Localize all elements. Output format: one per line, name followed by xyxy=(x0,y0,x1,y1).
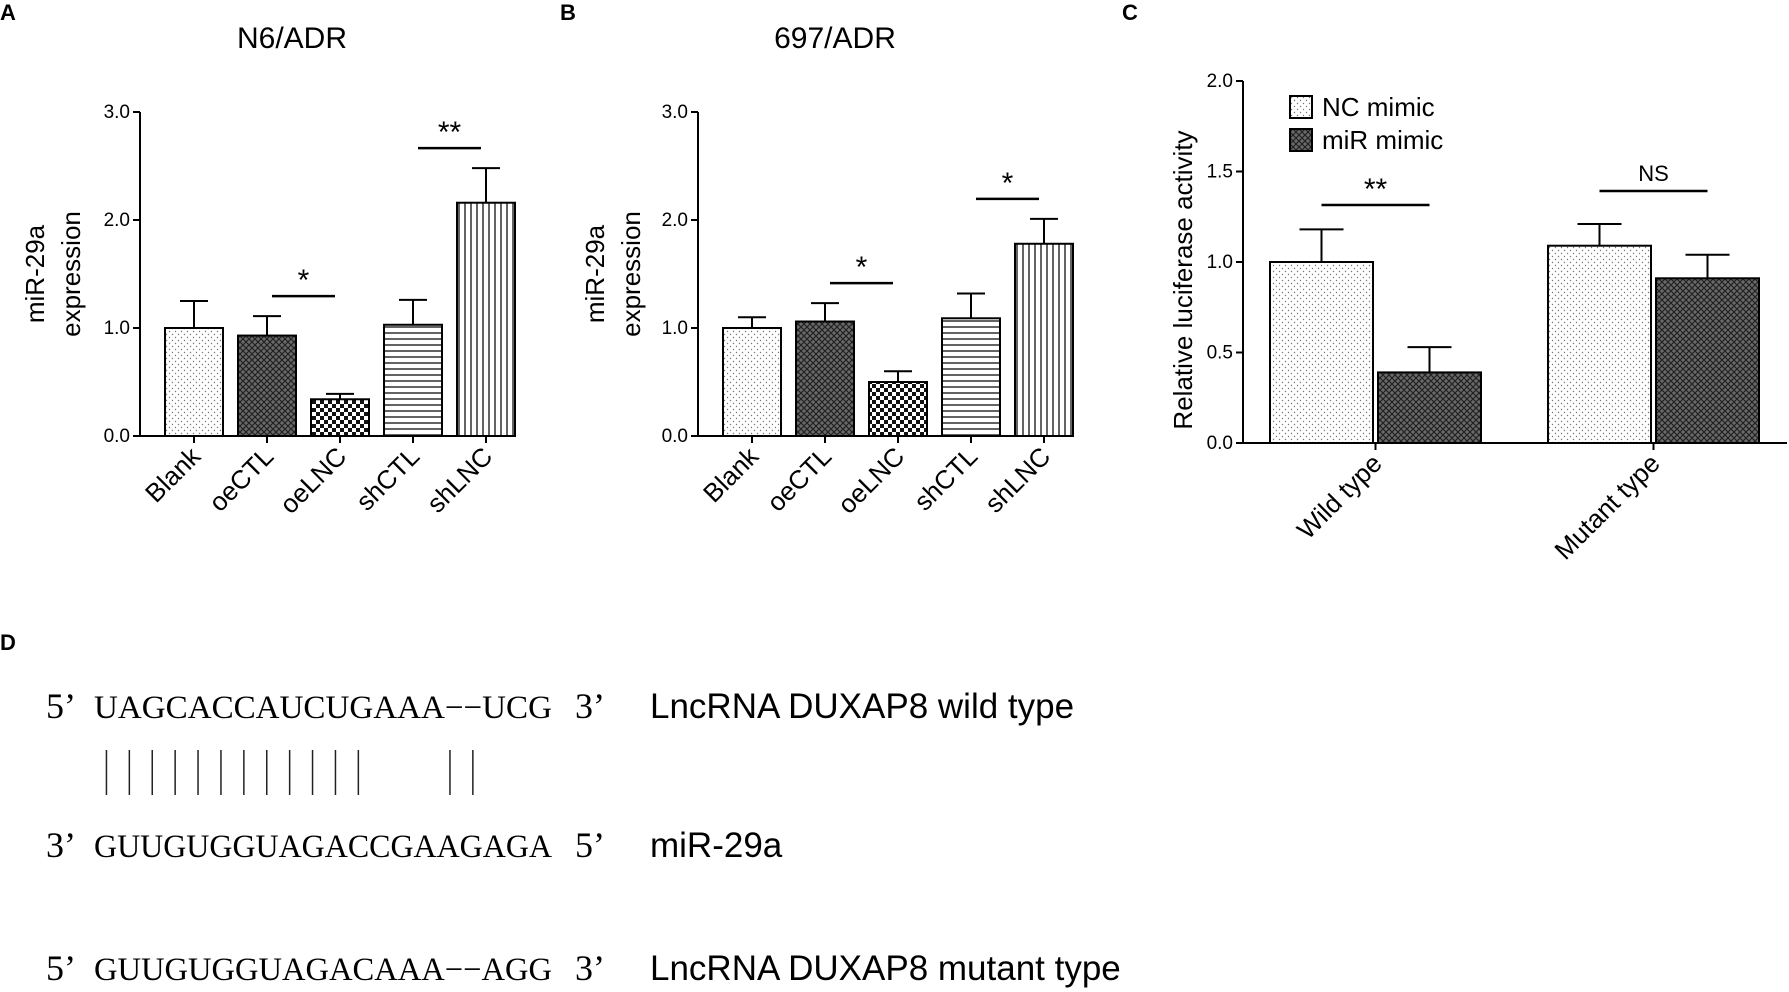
bar xyxy=(795,320,855,437)
seq1-prime-right: 3’ xyxy=(575,686,605,726)
panel-label-a: A xyxy=(0,0,16,25)
chart-title: N6/ADR xyxy=(237,22,347,55)
seq1-label: LncRNA DUXAP8 wild type xyxy=(650,687,1074,726)
base-pair-ticks xyxy=(105,750,474,795)
bar xyxy=(722,327,782,437)
y-tick-label: 0.0 xyxy=(1207,433,1233,454)
y-axis-label: Relative luciferase activity xyxy=(1168,130,1198,429)
y-tick-label: 0.0 xyxy=(104,426,130,447)
legend-swatch xyxy=(1289,95,1313,119)
y-tick-label: 0.0 xyxy=(662,426,688,447)
x-tick-label: shLNC xyxy=(979,441,1056,518)
seq2-prime-right: 5’ xyxy=(575,825,605,865)
x-tick-label: oeLNC xyxy=(274,441,352,519)
legend-label: NC mimic xyxy=(1322,92,1435,122)
y-axis-label-line2: expression xyxy=(56,211,86,337)
seq2-sequence: GUUGUGGUAGACCGAAGAGA xyxy=(94,829,552,865)
x-tick-label: oeCTL xyxy=(203,441,279,517)
bar xyxy=(1655,277,1760,445)
seq3-label: LncRNA DUXAP8 mutant type xyxy=(650,949,1121,988)
bar xyxy=(456,201,516,437)
significance-label: * xyxy=(1002,167,1014,200)
bar xyxy=(1377,371,1482,444)
sequence-alignment: 5’ UAGCACCAUCUGAAA−−UCG 3’ LncRNA DUXAP8… xyxy=(46,686,1121,988)
seq1-sequence: UAGCACCAUCUGAAA−−UCG xyxy=(94,690,552,726)
y-axis-label: miR-29a xyxy=(20,224,50,323)
bar xyxy=(310,398,370,437)
seq2-prime-left: 3’ xyxy=(46,825,76,865)
panel-label-c: C xyxy=(1122,0,1138,25)
y-tick-label: 1.5 xyxy=(1207,162,1233,183)
y-tick-label: 2.0 xyxy=(662,210,688,231)
y-tick-label: 1.0 xyxy=(104,318,130,339)
significance-label: ** xyxy=(1364,173,1388,206)
panel-label-d: D xyxy=(0,630,16,655)
y-axis-label-line2: expression xyxy=(616,211,646,337)
x-tick-label: Wild type xyxy=(1291,448,1388,545)
x-tick-label: oeCTL xyxy=(761,441,837,517)
bar xyxy=(868,381,928,437)
seq2-label: miR-29a xyxy=(650,826,783,865)
seq1-prime-left: 5’ xyxy=(46,686,76,726)
x-tick-label: shCTL xyxy=(908,441,983,516)
y-tick-label: 3.0 xyxy=(104,102,130,123)
x-tick-label: shCTL xyxy=(350,441,425,516)
bar xyxy=(383,323,443,438)
seq3-sequence: GUUGUGGUAGACAAA−−AGG xyxy=(94,952,552,988)
seq3-prime-left: 5’ xyxy=(46,948,76,988)
y-tick-label: 3.0 xyxy=(662,102,688,123)
y-tick-label: 0.5 xyxy=(1207,343,1233,364)
bar xyxy=(941,317,1001,437)
legend-label: miR mimic xyxy=(1322,125,1443,155)
significance-label: * xyxy=(298,264,310,297)
chart-c: Relative luciferase activity 0.0 0.5 1.0 1.5… xyxy=(1168,71,1787,565)
bar xyxy=(164,327,224,437)
y-tick-label: 1.0 xyxy=(662,318,688,339)
x-tick-label: Blank xyxy=(697,440,765,508)
legend-swatch xyxy=(1289,128,1313,152)
x-tick-label: shLNC xyxy=(421,441,498,518)
y-tick-label: 2.0 xyxy=(104,210,130,231)
x-tick-label: Blank xyxy=(139,440,207,508)
bar xyxy=(1269,261,1374,444)
significance-label: ** xyxy=(438,116,462,149)
chart-a: N6/ADR miR-29a expression 0.0 1.0 2.0 3.0 Blank… xyxy=(20,22,516,519)
chart-title: 697/ADR xyxy=(774,22,896,55)
panel-label-b: B xyxy=(560,0,576,25)
chart-b: 697/ADR miR-29a expression 0.0 1.0 2.0 3.0 Blan… xyxy=(580,22,1074,519)
significance-label: NS xyxy=(1638,161,1669,186)
y-axis-label: miR-29a xyxy=(580,224,610,323)
y-tick-label: 2.0 xyxy=(1207,71,1233,92)
bar xyxy=(1014,242,1074,437)
x-tick-label: Mutant type xyxy=(1548,448,1665,565)
significance-label: * xyxy=(856,251,868,284)
x-tick-label: oeLNC xyxy=(832,441,910,519)
seq3-prime-right: 3’ xyxy=(575,948,605,988)
bar xyxy=(237,334,297,437)
y-tick-label: 1.0 xyxy=(1207,252,1233,273)
bar xyxy=(1547,244,1652,444)
